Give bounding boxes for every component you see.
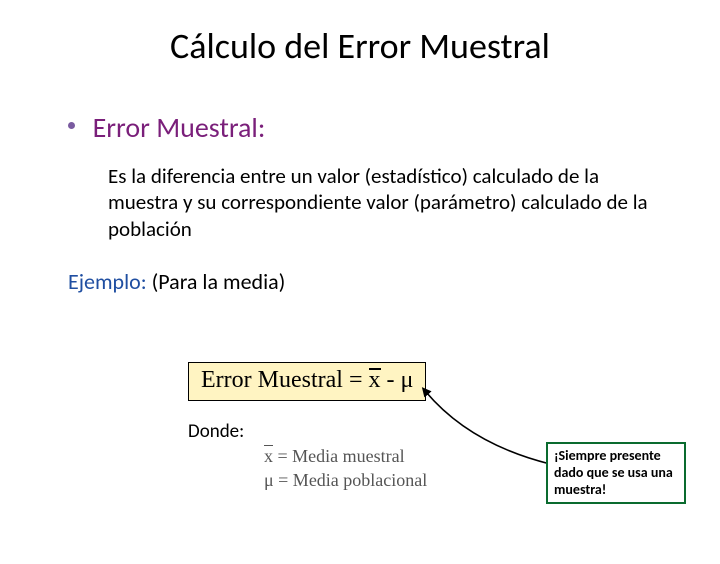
definition-text: Es la diferencia entre un valor (estadís… — [108, 163, 660, 242]
example-word: Ejemplo: — [68, 268, 147, 295]
formula-lhs: Error Muestral — [201, 367, 343, 393]
legend-mu-symbol: μ — [264, 470, 274, 490]
example-paren: (Para la media) — [147, 268, 286, 295]
bullet-item: Error Muestral: — [68, 110, 720, 145]
example-label: Ejemplo: (Para la media) — [68, 268, 720, 295]
legend-row-mu: μ = Media poblacional — [264, 468, 427, 492]
donde-label: Donde: — [188, 420, 244, 443]
slide-title: Cálculo del Error Muestral — [0, 24, 720, 68]
legend-mu-text: = Media poblacional — [274, 470, 428, 490]
legend-xbar-text: = Media muestral — [273, 446, 405, 466]
legend-row-xbar: x = Media muestral — [264, 444, 427, 468]
formula-box: Error Muestral = x - μ — [188, 362, 426, 401]
bullet-label: Error Muestral: — [93, 110, 266, 145]
formula-minus: - — [381, 367, 401, 393]
bullet-dot-icon — [68, 122, 75, 129]
legend-xbar-symbol: x — [264, 444, 273, 468]
legend: x = Media muestral μ = Media poblacional — [264, 444, 427, 493]
mu-symbol: μ — [401, 367, 414, 393]
formula-eq: = — [343, 367, 369, 393]
callout-box: ¡Siempre presente dado que se usa una mu… — [546, 442, 686, 504]
xbar-symbol: x — [369, 367, 381, 394]
